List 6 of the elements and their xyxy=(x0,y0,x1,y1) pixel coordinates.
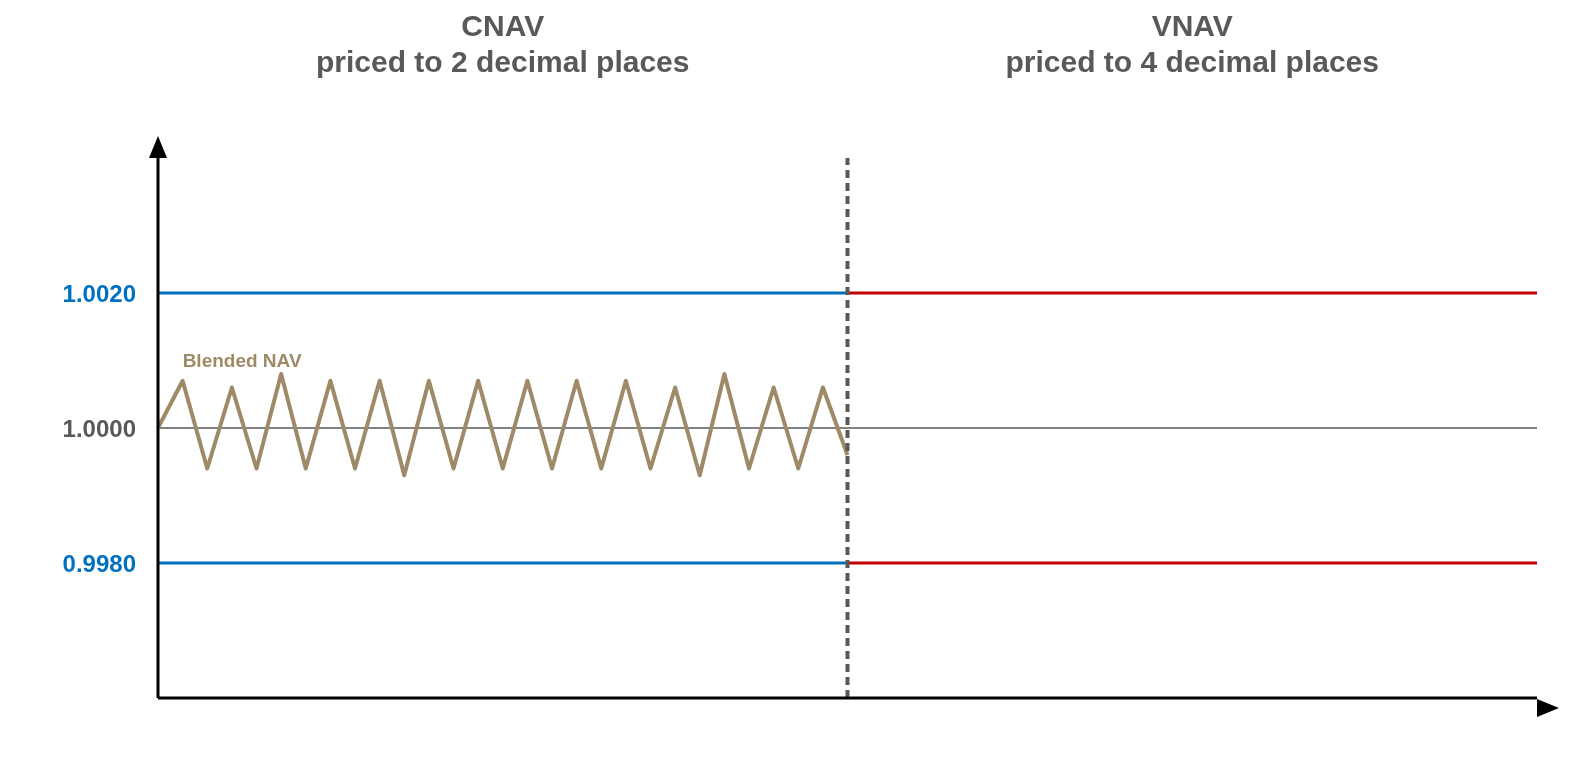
y-tick-label: 1.0020 xyxy=(62,280,136,307)
text: CNAV priced to 2 decimal places xyxy=(315,8,691,80)
y-tick-label: 1.0000 xyxy=(62,415,136,442)
series-label: Blended NAV xyxy=(182,349,302,371)
y-tick-label: 0.9980 xyxy=(62,550,136,577)
text: VNAV priced to 4 decimal places xyxy=(1004,8,1380,80)
